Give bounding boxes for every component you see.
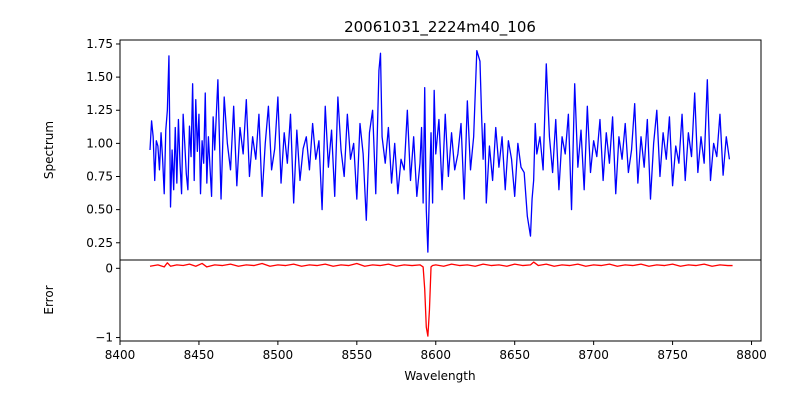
x-tick-label: 8500 <box>263 348 294 362</box>
error-axes-frame <box>119 259 762 342</box>
error-series <box>149 261 733 337</box>
x-tick-label: 8600 <box>420 348 451 362</box>
x-tick-label: 8450 <box>184 348 215 362</box>
error-y-tick-label: −1 <box>95 331 113 345</box>
spectrum-panel: 0.25 0.50 0.75 1.00 1.25 1.50 1.75 Spectrum <box>42 37 762 261</box>
x-tick-label: 8650 <box>499 348 530 362</box>
x-tick-label: 8750 <box>657 348 688 362</box>
spectrum-y-ticks: 0.25 0.50 0.75 1.00 1.25 1.50 1.75 <box>86 37 120 250</box>
error-line <box>149 261 733 337</box>
spectrum-y-tick-label: 1.25 <box>86 103 113 117</box>
error-y-axis-label: Error <box>42 285 56 314</box>
x-tick-label: 8550 <box>342 348 373 362</box>
x-ticks: 8400 8450 8500 8550 8600 8650 8700 8750 8800 <box>105 341 767 362</box>
spectrum-line <box>149 49 731 253</box>
x-tick-label: 8800 <box>736 348 767 362</box>
spectrum-series <box>149 49 731 253</box>
error-y-ticks: 0 −1 <box>95 261 120 345</box>
x-axis-label: Wavelength <box>404 369 475 383</box>
x-tick-label: 8700 <box>578 348 609 362</box>
spectrum-y-tick-label: 0.50 <box>86 203 113 217</box>
error-panel: 0 −1 Error <box>42 259 762 345</box>
chart-title: 20061031_2224m40_106 <box>344 18 536 37</box>
spectrum-y-tick-label: 1.50 <box>86 70 113 84</box>
spectrum-y-tick-label: 1.00 <box>86 136 113 150</box>
x-tick-label: 8400 <box>105 348 136 362</box>
spectrum-y-tick-label: 0.75 <box>86 170 113 184</box>
spectrum-y-axis-label: Spectrum <box>42 121 56 179</box>
spectrum-y-tick-label: 1.75 <box>86 37 113 51</box>
spectrum-y-tick-label: 0.25 <box>86 236 113 250</box>
error-y-tick-label: 0 <box>105 261 113 275</box>
